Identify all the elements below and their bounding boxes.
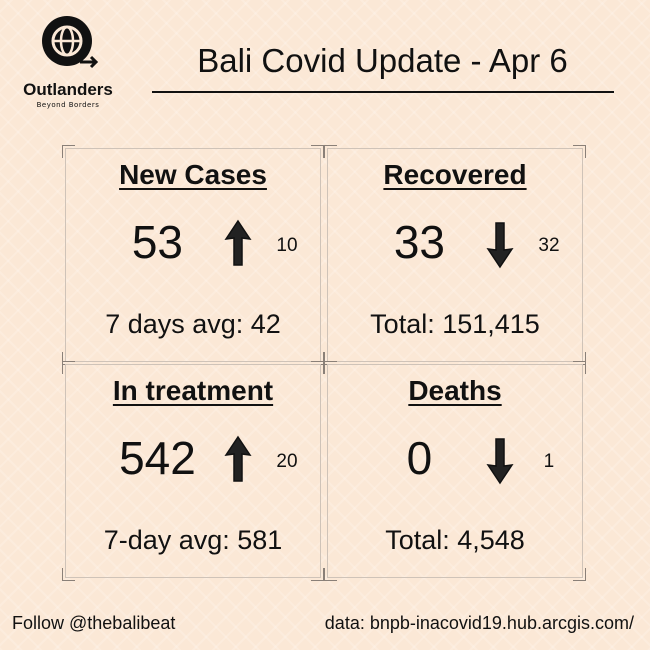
title-rule bbox=[152, 91, 614, 93]
arrow-shape bbox=[485, 222, 514, 269]
source: data: bnpb-inacovid19.hub.arcgis.com/ bbox=[324, 613, 634, 633]
card: Recovered 33 32 Total: 151,415 bbox=[324, 145, 586, 365]
card-value: 53 bbox=[131, 216, 184, 268]
card-value: 542 bbox=[119, 432, 196, 484]
corner bbox=[62, 145, 75, 158]
corner bbox=[573, 145, 586, 158]
card-footer: Total: 151,415 bbox=[370, 309, 540, 339]
logo-tagline: Beyond Borders bbox=[36, 101, 100, 109]
corner bbox=[324, 361, 337, 374]
card-change: 20 bbox=[276, 451, 298, 472]
card-footer: 7-day avg: 581 bbox=[103, 525, 283, 555]
arrow-shape bbox=[485, 438, 514, 485]
corner bbox=[573, 361, 586, 374]
card: In treatment 542 20 7-day avg: 581 bbox=[62, 361, 324, 581]
trend-arrow bbox=[223, 435, 252, 482]
card: Deaths 0 1 Total: 4,548 bbox=[324, 361, 586, 581]
trend-arrow bbox=[485, 222, 514, 269]
card-change: 10 bbox=[276, 235, 298, 256]
card-change: 32 bbox=[538, 235, 560, 256]
arrow-shape bbox=[223, 219, 252, 266]
corner bbox=[573, 568, 586, 581]
card-change: 1 bbox=[543, 451, 555, 472]
card-title: In treatment bbox=[112, 375, 274, 406]
corner bbox=[62, 361, 75, 374]
corner bbox=[311, 568, 324, 581]
corner bbox=[324, 568, 337, 581]
arrow-shape bbox=[223, 435, 252, 482]
card-footer: 7 days avg: 42 bbox=[105, 309, 281, 339]
card-title: Deaths bbox=[408, 375, 502, 406]
card-value: 33 bbox=[393, 216, 446, 268]
logo-name: Outlanders bbox=[23, 80, 113, 99]
logo-icon bbox=[42, 16, 99, 69]
trend-arrow bbox=[485, 438, 514, 485]
trend-arrow bbox=[223, 219, 252, 266]
follow: Follow @thebalibeat bbox=[12, 613, 176, 633]
corner bbox=[324, 145, 337, 158]
card-value: 0 bbox=[406, 432, 433, 484]
corner bbox=[62, 568, 75, 581]
corner bbox=[311, 145, 324, 158]
card: New Cases 53 10 7 days avg: 42 bbox=[62, 145, 324, 365]
card-footer: Total: 4,548 bbox=[385, 525, 525, 555]
corner bbox=[311, 361, 324, 374]
card-title: Recovered bbox=[383, 159, 527, 190]
card-title: New Cases bbox=[119, 159, 267, 190]
title: Bali Covid Update - Apr 6 bbox=[197, 42, 568, 79]
